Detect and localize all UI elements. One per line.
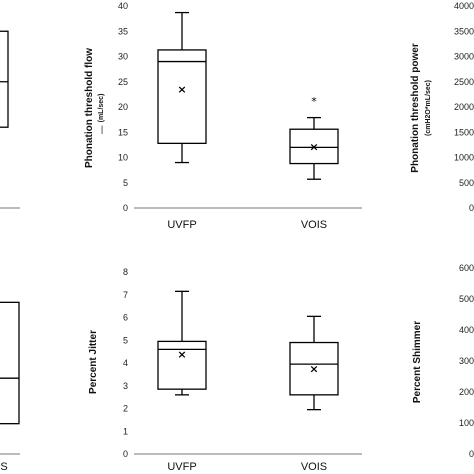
shimmer-tick-label: 200 bbox=[459, 387, 474, 397]
power-tick-label: 2000 bbox=[454, 102, 474, 112]
jitter-mean-marker-vois: × bbox=[309, 363, 318, 376]
panel-phonation-flow: Phonation threshold flow (mL/sec) | 0 5 10… bbox=[84, 1, 362, 231]
box-top-left bbox=[0, 30, 9, 128]
y-axis-title-jitter: Percent Jitter bbox=[88, 330, 99, 394]
shimmer-tick-label: 500 bbox=[459, 294, 474, 304]
power-tick-label: 3000 bbox=[454, 52, 474, 62]
shimmer-tick-label: 300 bbox=[459, 356, 474, 366]
jitter-tick-label: 0 bbox=[123, 449, 128, 459]
jitter-tick-label: 7 bbox=[123, 290, 128, 300]
flow-box-uvfp bbox=[157, 49, 207, 145]
panel-percent-shimmer: Percent Shimmer 0 100 200 300 400 500 600 bbox=[412, 263, 474, 459]
power-tick-label: 1000 bbox=[454, 153, 474, 163]
flow-tick-label: 10 bbox=[118, 153, 128, 163]
y-ticks-shimmer: 0 100 200 300 400 500 600 bbox=[459, 263, 474, 459]
category-label-vois-bottom: VOIS bbox=[301, 461, 327, 473]
y-axis-title-flow: Phonation threshold flow bbox=[84, 48, 95, 168]
power-tick-label: 4000 bbox=[454, 1, 474, 11]
flow-tick-label: 35 bbox=[118, 26, 128, 36]
shimmer-tick-label: 600 bbox=[459, 263, 474, 273]
flow-mean-marker-vois: × bbox=[309, 140, 318, 153]
flow-box-vois bbox=[289, 128, 339, 165]
y-ticks-power: 0 500 1000 1500 2000 2500 3000 3500 4000 bbox=[454, 1, 474, 213]
jitter-tick-label: 6 bbox=[123, 313, 128, 323]
box-bottom-left bbox=[0, 301, 20, 425]
shimmer-tick-label: 100 bbox=[459, 418, 474, 428]
shimmer-tick-label: 400 bbox=[459, 325, 474, 335]
jitter-tick-label: 1 bbox=[123, 426, 128, 436]
jitter-box-vois bbox=[289, 341, 339, 396]
y-ticks-jitter: 0 1 2 3 4 5 6 7 8 bbox=[123, 267, 128, 459]
flow-mean-marker-uvfp: × bbox=[177, 83, 186, 96]
flow-tick-label: 20 bbox=[118, 102, 128, 112]
flow-tick-label: 5 bbox=[123, 178, 128, 188]
boxes-jitter: ×× bbox=[157, 290, 339, 411]
power-tick-label: 2500 bbox=[454, 77, 474, 87]
power-tick-label: 3500 bbox=[454, 26, 474, 36]
y-axis-unit-power: (cmH2O*mL/sec) bbox=[425, 80, 432, 136]
power-tick-label: 500 bbox=[459, 178, 474, 188]
category-label-vois-top: VOIS bbox=[301, 219, 327, 231]
y-ticks-flow: 0 5 10 15 20 25 30 35 40 bbox=[118, 1, 128, 213]
jitter-tick-label: 3 bbox=[123, 381, 128, 391]
panel-top-left bbox=[0, 30, 20, 209]
category-label-uvfp-bottom: UVFP bbox=[167, 461, 196, 473]
y-axis-title-shimmer: Percent Shimmer bbox=[412, 321, 423, 403]
jitter-tick-label: 5 bbox=[123, 335, 128, 345]
flow-tick-label: 25 bbox=[118, 77, 128, 87]
annotation-bar: | bbox=[101, 124, 103, 134]
flow-tick-label: 0 bbox=[123, 203, 128, 213]
panel-bottom-left: S bbox=[0, 301, 20, 473]
category-label-uvfp-top: UVFP bbox=[167, 219, 196, 231]
jitter-tick-label: 2 bbox=[123, 404, 128, 414]
power-tick-label: 1500 bbox=[454, 127, 474, 137]
jitter-tick-label: 4 bbox=[123, 358, 128, 368]
panel-phonation-power: Phonation threshold power (cmH2O*mL/sec)… bbox=[410, 1, 474, 213]
jitter-mean-marker-uvfp: × bbox=[177, 348, 186, 361]
flow-outlier-vois: * bbox=[311, 95, 317, 108]
jitter-tick-label: 8 bbox=[123, 267, 128, 277]
category-label-bottom-left: S bbox=[0, 461, 7, 473]
y-axis-title-power: Phonation threshold power bbox=[410, 43, 421, 173]
flow-tick-label: 30 bbox=[118, 52, 128, 62]
flow-tick-label: 40 bbox=[118, 1, 128, 11]
y-axis-unit-flow: (mL/sec) bbox=[98, 94, 105, 123]
boxes-flow: × × * bbox=[157, 11, 339, 180]
shimmer-tick-label: 0 bbox=[469, 449, 474, 459]
flow-tick-label: 15 bbox=[118, 127, 128, 137]
power-tick-label: 0 bbox=[469, 203, 474, 213]
